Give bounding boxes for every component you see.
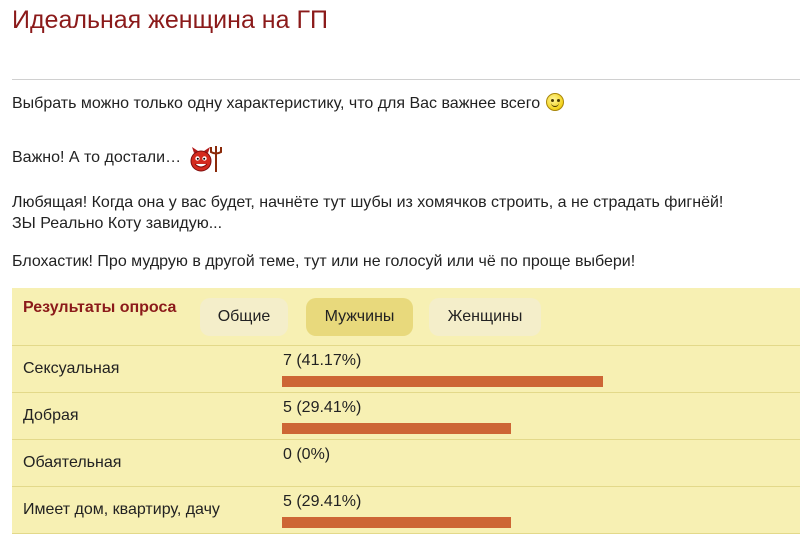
poll-option-value: 0 (0%) <box>283 446 331 463</box>
post-text-4: ЗЫ Реально Коту завидую... <box>12 215 223 232</box>
post-text-3: Любящая! Когда она у вас будет, начнёте … <box>12 194 724 211</box>
poll-option-label: Обаятельная <box>23 454 122 471</box>
post-text-1: Выбрать можно только одну характеристику… <box>12 95 541 112</box>
poll-option-value: 5 (29.41%) <box>283 399 362 416</box>
poll-option-label: Сексуальная <box>23 360 120 377</box>
poll-option-bar <box>282 423 511 434</box>
poll-results: Результаты опроса Общие Мужчины Женщины … <box>12 288 800 534</box>
post-text-5: Блохастик! Про мудрую в другой теме, тут… <box>12 253 636 270</box>
poll-option-label: Добрая <box>23 407 79 424</box>
tab-all[interactable]: Общие <box>200 298 288 336</box>
title-divider <box>12 79 800 80</box>
post-paragraph-2: Важно! А то достали… <box>12 144 223 180</box>
poll-option-label: Имеет дом, квартиру, дачу <box>23 501 220 518</box>
poll-row: Сексуальная 7 (41.17%) <box>12 346 800 393</box>
smile-icon <box>546 93 565 111</box>
poll-option-value: 5 (29.41%) <box>283 493 362 510</box>
page-title: Идеальная женщина на ГП <box>12 6 328 34</box>
poll-row: Добрая 5 (29.41%) <box>12 393 800 440</box>
post-text-2: Важно! А то достали… <box>12 149 182 166</box>
poll-row: Имеет дом, квартиру, дачу 5 (29.41%) <box>12 487 800 534</box>
devil-icon <box>189 144 223 180</box>
poll-header: Результаты опроса Общие Мужчины Женщины <box>12 288 800 346</box>
poll-option-bar <box>282 517 511 528</box>
poll-row: Обаятельная 0 (0%) <box>12 440 800 487</box>
post-paragraph-1: Выбрать можно только одну характеристику… <box>12 93 565 114</box>
tab-women[interactable]: Женщины <box>429 298 541 336</box>
poll-title: Результаты опроса <box>23 299 177 316</box>
post-paragraph-4: Блохастик! Про мудрую в другой теме, тут… <box>12 251 635 272</box>
post-paragraph-3: Любящая! Когда она у вас будет, начнёте … <box>12 192 723 234</box>
poll-option-value: 7 (41.17%) <box>283 352 362 369</box>
tab-men[interactable]: Мужчины <box>306 298 413 336</box>
poll-option-bar <box>282 376 603 387</box>
